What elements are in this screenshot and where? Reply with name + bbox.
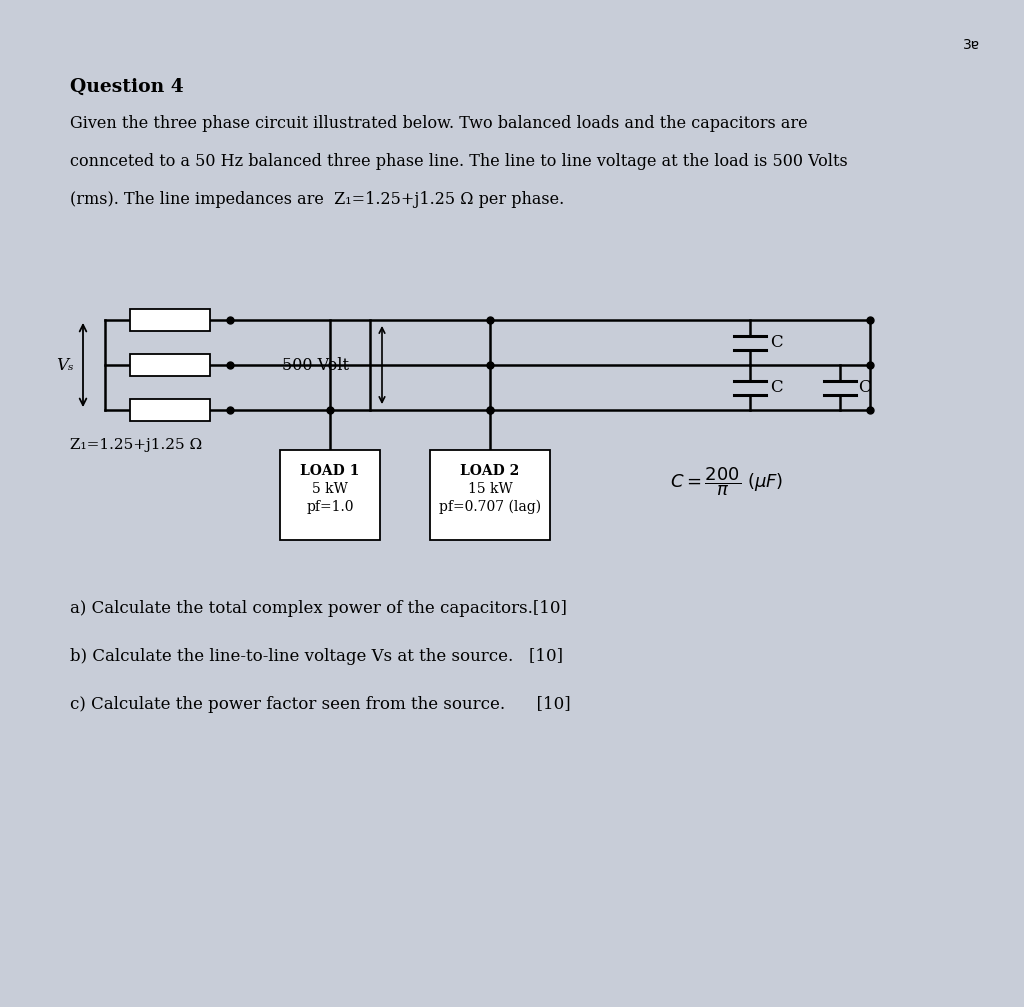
Text: a) Calculate the total complex power of the capacitors.[10]: a) Calculate the total complex power of …: [70, 600, 567, 617]
Text: Question 4: Question 4: [70, 78, 183, 96]
Bar: [130, 309, 210, 331]
Text: pf=1.0: pf=1.0: [306, 500, 353, 514]
Bar: [280, 450, 380, 540]
Text: Z₁=1.25+j1.25 Ω: Z₁=1.25+j1.25 Ω: [70, 438, 202, 452]
Text: $C = \dfrac{200}{\pi}\ (\mu F)$: $C = \dfrac{200}{\pi}\ (\mu F)$: [670, 465, 783, 497]
Text: 3ɐ: 3ɐ: [963, 38, 980, 52]
Text: C: C: [770, 334, 782, 351]
Text: LOAD 2: LOAD 2: [461, 464, 519, 478]
Text: connceted to a 50 Hz balanced three phase line. The line to line voltage at the : connceted to a 50 Hz balanced three phas…: [70, 153, 848, 170]
Text: (rms). The line impedances are  Z₁=1.25+j1.25 Ω per phase.: (rms). The line impedances are Z₁=1.25+j…: [70, 191, 564, 208]
Text: pf=0.707 (lag): pf=0.707 (lag): [439, 500, 541, 515]
Text: 15 kW: 15 kW: [468, 482, 512, 496]
Text: 5 kW: 5 kW: [312, 482, 348, 496]
Text: Given the three phase circuit illustrated below. Two balanced loads and the capa: Given the three phase circuit illustrate…: [70, 115, 808, 132]
Text: LOAD 1: LOAD 1: [300, 464, 359, 478]
Bar: [130, 399, 210, 421]
Text: 500 Volt: 500 Volt: [282, 356, 348, 374]
Text: C: C: [770, 379, 782, 396]
Bar: [130, 354, 210, 376]
Text: b) Calculate the line-to-line voltage Vs at the source.   [10]: b) Calculate the line-to-line voltage Vs…: [70, 648, 563, 665]
Bar: [430, 450, 550, 540]
Text: C: C: [858, 379, 870, 396]
Text: Vₛ: Vₛ: [56, 356, 74, 374]
Text: c) Calculate the power factor seen from the source.      [10]: c) Calculate the power factor seen from …: [70, 696, 570, 713]
